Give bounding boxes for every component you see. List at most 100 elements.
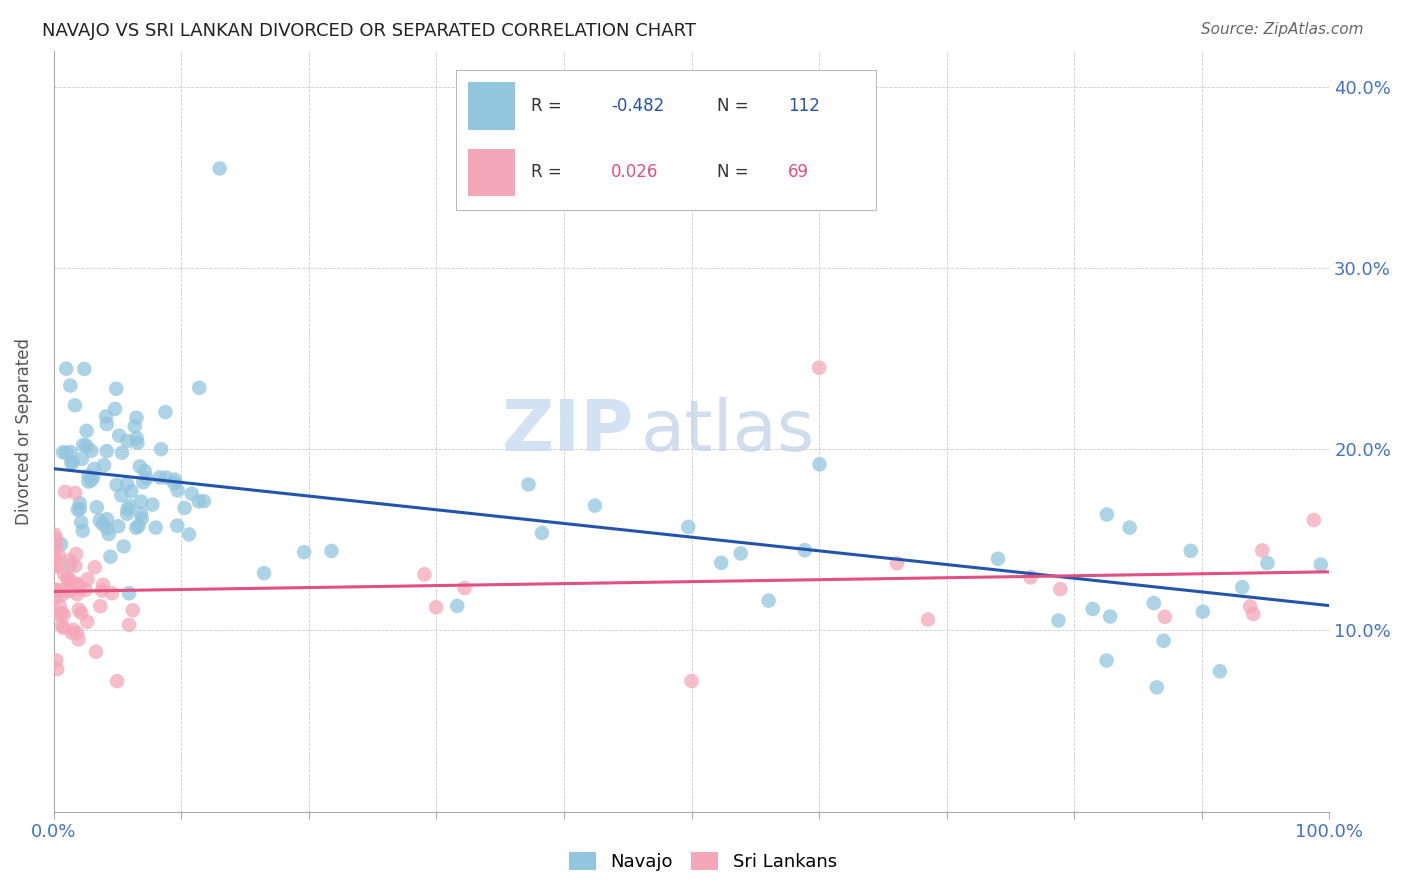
Point: [58, 584, 80, 599]
Point: [193, 494, 215, 508]
Point: [710, 556, 733, 570]
Point: [108, 428, 131, 442]
Point: [446, 599, 468, 613]
Y-axis label: Divorced or Separated: Divorced or Separated: [15, 337, 32, 524]
Point: [82, 470, 104, 484]
Point: [180, 486, 202, 500]
Point: [117, 502, 139, 516]
Point: [75, 582, 97, 597]
Point: [145, 520, 167, 534]
Point: [65, 547, 87, 561]
Point: [89, 513, 111, 527]
Point: [155, 470, 177, 484]
Point: [166, 483, 188, 498]
Point: [163, 473, 186, 487]
Point: [107, 519, 129, 533]
Point: [86, 500, 108, 515]
Point: [163, 476, 186, 491]
Point: [681, 674, 703, 689]
Point: [96, 512, 118, 526]
Point: [173, 500, 195, 515]
Point: [76, 424, 98, 438]
Text: ZIP: ZIP: [502, 397, 634, 466]
Point: [91, 578, 114, 592]
Point: [121, 603, 143, 617]
Point: [118, 499, 141, 513]
Point: [62, 623, 84, 637]
Point: [51, 607, 73, 621]
Point: [69, 496, 91, 510]
Point: [48, 555, 70, 569]
Point: [129, 494, 152, 508]
Point: [60, 456, 83, 470]
Point: [70, 516, 93, 530]
Point: [45, 532, 67, 546]
Point: [96, 444, 118, 458]
Point: [63, 398, 86, 412]
Point: [886, 557, 908, 571]
Point: [413, 567, 436, 582]
Point: [141, 498, 163, 512]
Point: [51, 587, 73, 601]
Point: [59, 445, 82, 459]
Point: [132, 475, 155, 490]
Point: [89, 599, 111, 614]
Point: [100, 549, 122, 564]
Text: atlas: atlas: [641, 397, 815, 466]
Point: [111, 446, 134, 460]
Point: [1256, 556, 1278, 570]
Point: [1251, 543, 1274, 558]
Point: [128, 518, 150, 533]
Point: [53, 567, 76, 582]
Point: [96, 521, 118, 535]
Point: [69, 581, 91, 595]
Point: [59, 558, 82, 573]
Point: [1192, 605, 1215, 619]
Point: [793, 543, 815, 558]
Point: [44, 591, 66, 606]
Point: [128, 459, 150, 474]
Point: [80, 443, 103, 458]
Point: [1099, 609, 1122, 624]
Point: [253, 566, 276, 581]
Point: [188, 381, 211, 395]
Point: [83, 560, 105, 574]
Point: [1118, 520, 1140, 534]
Point: [75, 439, 97, 453]
Point: [105, 478, 128, 492]
Point: [1095, 508, 1118, 522]
Point: [1047, 614, 1070, 628]
Point: [66, 626, 89, 640]
Point: [808, 360, 831, 375]
Point: [83, 462, 105, 476]
Point: [46, 607, 69, 621]
Point: [76, 615, 98, 629]
Text: Source: ZipAtlas.com: Source: ZipAtlas.com: [1201, 22, 1364, 37]
Point: [91, 517, 114, 532]
Point: [1209, 665, 1232, 679]
Point: [46, 662, 69, 676]
Point: [187, 494, 209, 508]
Point: [155, 405, 177, 419]
Point: [69, 501, 91, 516]
Point: [56, 571, 79, 585]
Point: [101, 586, 124, 600]
Point: [55, 361, 77, 376]
Point: [44, 539, 66, 553]
Point: [49, 537, 72, 551]
Point: [46, 559, 69, 574]
Point: [1049, 582, 1071, 596]
Point: [125, 521, 148, 535]
Point: [42, 559, 65, 574]
Point: [292, 545, 315, 559]
Point: [110, 488, 132, 502]
Point: [44, 582, 66, 597]
Point: [105, 674, 128, 689]
Point: [453, 581, 475, 595]
Point: [44, 528, 66, 542]
Point: [149, 470, 172, 484]
Point: [583, 499, 606, 513]
Point: [67, 632, 90, 647]
Point: [1154, 610, 1177, 624]
Point: [1309, 558, 1331, 572]
